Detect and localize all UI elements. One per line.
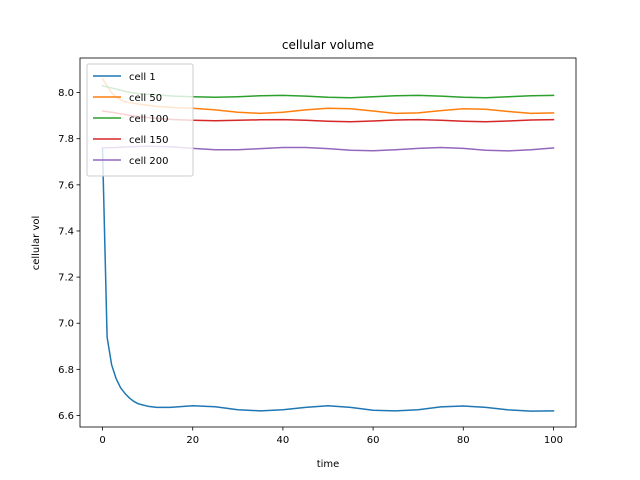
legend-label: cell 150 xyxy=(129,135,168,146)
y-axis-label: cellular vol xyxy=(31,216,42,271)
chart-title: cellular volume xyxy=(282,38,374,52)
y-tick-label: 6.8 xyxy=(58,365,74,376)
y-tick-label: 7.6 xyxy=(58,180,74,191)
legend-box xyxy=(86,63,194,177)
y-tick-label: 8.0 xyxy=(58,88,74,99)
x-tick-label: 20 xyxy=(186,435,199,446)
legend-label: cell 1 xyxy=(129,72,156,83)
legend-label: cell 50 xyxy=(129,93,162,104)
legend-label: cell 200 xyxy=(129,156,168,167)
x-axis-label: time xyxy=(317,459,340,470)
x-tick-label: 100 xyxy=(544,435,563,446)
y-tick-label: 7.0 xyxy=(58,319,74,330)
plot-area: 0 20 40 60 80 100 6.6 6.8 7.0 7.2 7.4 7.6 7.8 8.0 cell… xyxy=(58,57,577,446)
y-tick-label: 6.6 xyxy=(58,411,74,422)
legend-label: cell 100 xyxy=(129,114,168,125)
y-tick-label: 7.8 xyxy=(58,134,74,145)
y-tick-label: 7.2 xyxy=(58,273,74,284)
series-line-cell-1 xyxy=(101,147,555,412)
y-tick-label: 7.4 xyxy=(58,226,74,237)
x-tick-label: 0 xyxy=(99,435,105,446)
x-tick-label: 80 xyxy=(457,435,470,446)
x-tick-label: 40 xyxy=(277,435,290,446)
x-tick-label: 60 xyxy=(367,435,380,446)
axes-frame xyxy=(79,57,577,428)
